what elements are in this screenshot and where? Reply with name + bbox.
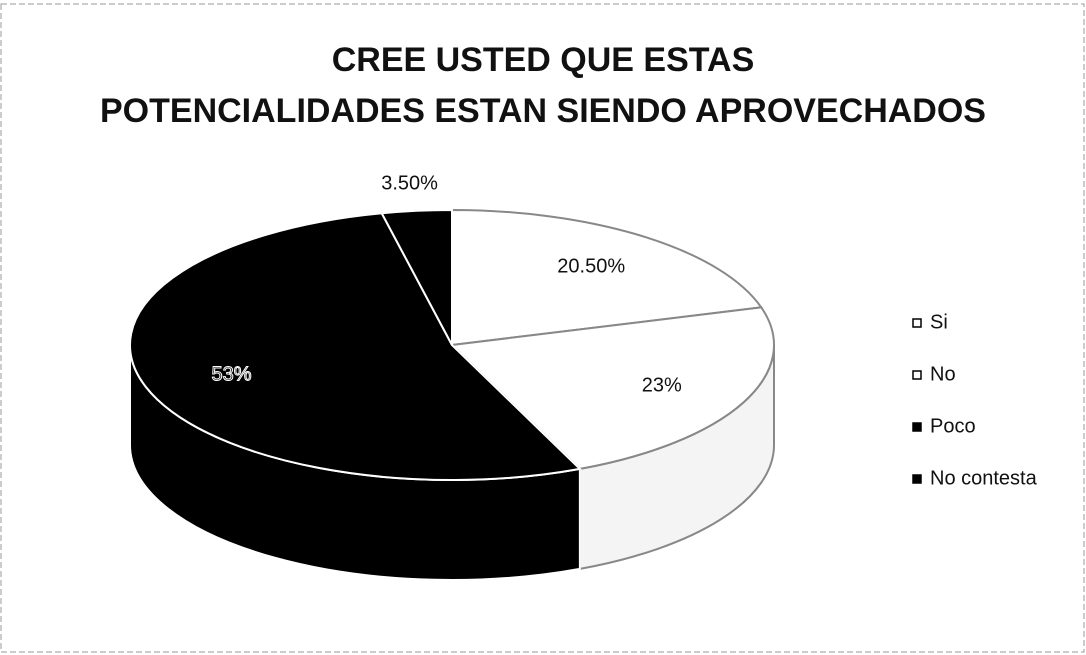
data-label: 3.50% [381,172,438,194]
legend-marker [912,318,922,328]
legend-marker [912,422,922,432]
legend-label: Si [930,311,948,333]
data-label: 20.50% [557,256,625,278]
legend-label: No contesta [930,467,1038,489]
legend-label: Poco [930,415,976,437]
slice [380,208,453,346]
slice [129,212,582,481]
legend-marker [912,474,922,484]
legend-label: No [930,363,956,385]
data-label: 23% [642,375,682,397]
data-label: 53% [211,363,251,385]
slice [449,306,775,470]
slice [451,208,763,347]
chart-title: CREE USTED QUE ESTAS POTENCIALIDADES ESTA… [100,41,986,130]
legend-marker [912,370,922,380]
